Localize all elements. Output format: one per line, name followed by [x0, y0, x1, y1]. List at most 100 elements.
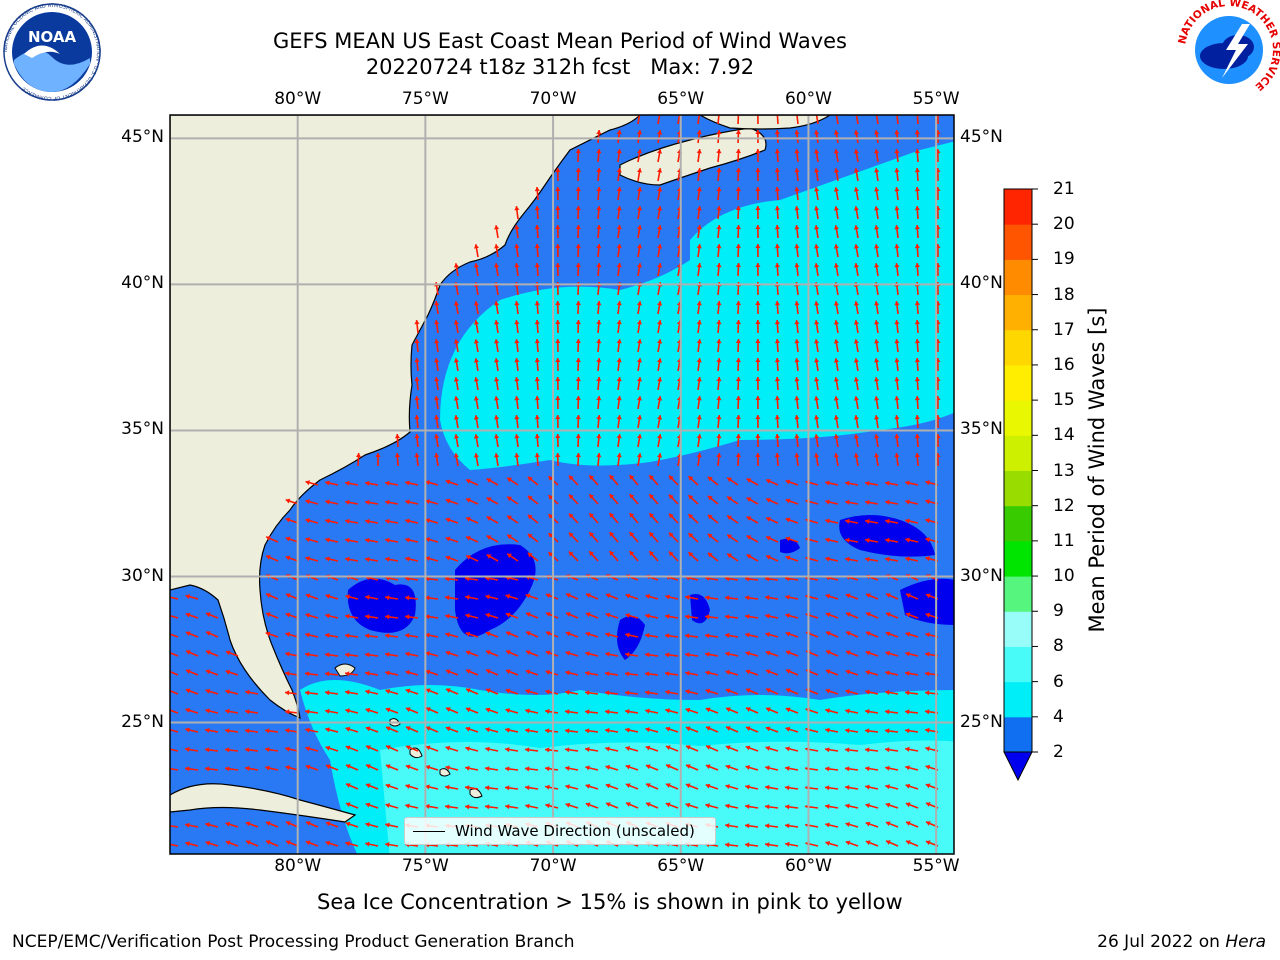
wave-direction-arrowhead [669, 532, 674, 538]
wave-direction-arrowhead [874, 320, 880, 325]
wave-direction-arrowhead [726, 726, 731, 731]
wave-direction-arrowhead [445, 632, 450, 638]
wave-direction-arrowhead [246, 840, 251, 845]
wave-direction-arrowhead [585, 651, 590, 657]
wave-direction-arrowhead [534, 339, 540, 344]
wave-direction-arrowhead [906, 840, 911, 845]
wave-direction-arrowhead [585, 728, 590, 734]
colorbar-segment [1004, 505, 1032, 542]
wave-direction-arrowhead [636, 301, 642, 306]
wave-direction-arrowhead [833, 320, 839, 325]
wave-direction-arrowhead [514, 377, 520, 382]
wave-direction-arrowhead [735, 396, 741, 401]
wave-direction-arrowhead [305, 840, 311, 846]
wave-direction-arrowhead [566, 612, 571, 617]
wave-direction-arrowhead [514, 415, 520, 420]
wave-direction-arrowhead [716, 130, 722, 135]
wave-direction-arrowhead [755, 396, 761, 400]
wave-direction-arrowhead [636, 396, 642, 401]
wave-direction-arrowhead [365, 499, 370, 505]
wave-direction-arrowhead [735, 206, 741, 211]
wave-direction-arrowhead [746, 535, 752, 540]
wave-direction-arrowhead [636, 339, 642, 344]
wave-direction-arrowhead [507, 477, 512, 483]
latitude-tick-left: 35°N [121, 419, 164, 440]
wave-direction-arrowhead [853, 206, 859, 211]
wave-direction-arrowhead [414, 453, 420, 458]
wave-direction-arrowhead [465, 804, 470, 810]
wave-direction-arrowhead [814, 206, 820, 211]
wave-direction-arrowhead [565, 802, 571, 808]
wave-direction-arrowhead [585, 631, 591, 637]
wave-direction-arrowhead [645, 727, 650, 733]
wave-direction-arrowhead [765, 784, 770, 790]
wave-direction-arrowhead [445, 517, 451, 523]
wave-direction-arrowhead [688, 495, 694, 500]
longitude-tick-top: 70°W [529, 89, 577, 109]
wave-direction-arrowhead [453, 377, 459, 382]
wave-direction-arrowhead [906, 821, 911, 826]
wave-direction-arrowhead [569, 494, 574, 500]
wave-direction-arrowhead [874, 149, 880, 154]
wave-direction-arrowhead [874, 453, 880, 458]
wave-direction-arrowhead [925, 537, 930, 543]
wave-direction-arrowhead [305, 690, 310, 696]
wave-direction-arrowhead [696, 377, 702, 382]
latitude-tick-right: 45°N [960, 127, 1003, 148]
wave-direction-arrowhead [465, 746, 470, 752]
wave-direction-arrowhead [657, 453, 663, 458]
wave-direction-arrowhead [527, 533, 533, 539]
wave-direction-arrowhead [629, 513, 635, 518]
wave-direction-arrowhead [794, 187, 800, 192]
wave-direction-arrowhead [385, 803, 391, 808]
wave-direction-arrowhead [725, 745, 731, 751]
wave-direction-arrowhead [657, 434, 663, 439]
wave-direction-arrowhead [494, 358, 500, 363]
colorbar-tick-label: 9 [1053, 601, 1064, 622]
colorbar-segment [1004, 611, 1032, 647]
dark-patch-1 [347, 578, 416, 633]
wave-direction-arrowhead [794, 206, 800, 211]
wave-direction-arrowhead [605, 727, 610, 734]
colorbar-tick-label: 15 [1053, 390, 1075, 411]
wave-direction-arrowhead [365, 537, 370, 543]
wave-direction-arrowhead [794, 377, 800, 382]
dark-patch-5 [616, 616, 645, 660]
wave-direction-arrowhead [685, 726, 691, 732]
wave-direction-arrowhead [696, 168, 702, 173]
wave-direction-arrowhead [325, 671, 330, 677]
wave-direction-arrowhead [445, 765, 450, 771]
wave-direction-arrowhead [685, 633, 690, 639]
wave-direction-arrowhead [745, 669, 751, 675]
wave-direction-arrowhead [914, 149, 920, 154]
wave-direction-arrowhead [785, 765, 790, 771]
wave-direction-arrowhead [705, 764, 711, 770]
wave-direction-arrowhead [814, 187, 820, 192]
wave-direction-arrowhead [445, 536, 451, 542]
wave-direction-arrowhead [575, 168, 581, 173]
wave-direction-arrowhead [874, 130, 880, 135]
wave-direction-arrowhead [853, 168, 859, 173]
colorbar-segment [1004, 681, 1032, 718]
wave-direction-arrowhead [514, 434, 520, 439]
wave-direction-arrowhead [716, 206, 722, 211]
wave-direction-arrowhead [325, 593, 331, 599]
wave-direction-arrowhead [894, 168, 900, 173]
wave-direction-arrowhead [865, 803, 870, 809]
wave-direction-arrowhead [755, 168, 761, 172]
wave-direction-arrow [637, 115, 641, 125]
wave-direction-arrowhead [814, 396, 820, 401]
wave-direction-arrowhead [925, 783, 931, 789]
wave-direction-arrowhead [605, 671, 610, 677]
wave-direction-arrowhead [185, 822, 190, 828]
wave-direction-arrowhead [825, 708, 830, 714]
wave-direction-arrowhead [746, 497, 752, 502]
wave-direction-arrowhead [205, 669, 211, 675]
wave-direction-arrowhead [755, 206, 761, 210]
longitude-tick-bot: 70°W [529, 856, 577, 876]
wave-direction-arrowhead [466, 669, 471, 674]
wave-direction-arrowhead [596, 415, 602, 420]
wave-direction-arrowhead [385, 537, 390, 543]
wave-direction-arrowhead [485, 688, 491, 694]
wave-direction-arrowhead [345, 726, 351, 732]
